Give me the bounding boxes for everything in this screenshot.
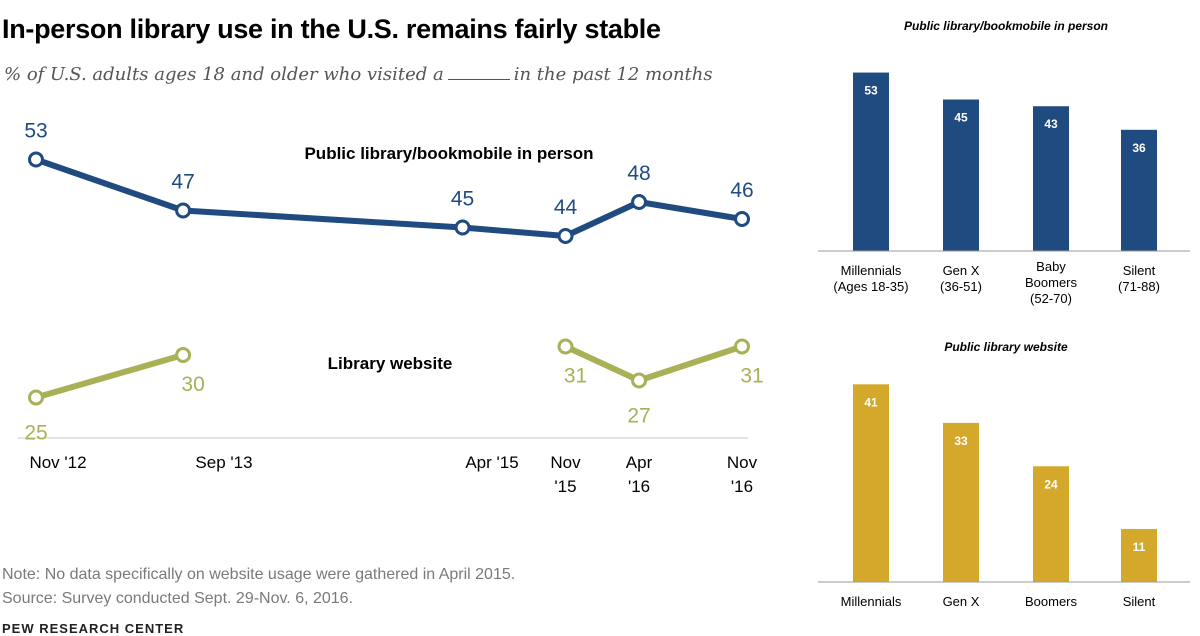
chart-note: Note: No data specifically on website us… — [2, 566, 516, 583]
website-data-label: 30 — [181, 373, 204, 396]
website-by-generation-value-label: 41 — [864, 395, 878, 409]
website-by-generation-bar — [853, 384, 889, 582]
inperson-point — [631, 194, 648, 210]
subtitle-blank — [447, 78, 510, 80]
x-tick-label: Apr '15 — [465, 453, 518, 472]
website-by-generation-category-label: Boomers — [1025, 594, 1078, 609]
inperson-by-generation-value-label: 45 — [954, 111, 968, 125]
inperson-by-generation-bar — [1033, 106, 1069, 251]
website-point — [734, 338, 750, 355]
inperson-by-generation-bar — [943, 99, 979, 251]
inperson-by-generation-bar — [853, 72, 889, 251]
series-label-website: Library website — [328, 354, 453, 373]
inperson-by-generation-bar — [1121, 129, 1157, 251]
website-point — [28, 389, 44, 406]
website-by-generation-category-label: Silent — [1123, 594, 1156, 609]
inperson-by-generation-value-label: 36 — [1132, 141, 1146, 155]
inperson-by-generation-title: Public library/bookmobile in person — [904, 19, 1108, 33]
website-point — [175, 347, 192, 363]
website-line-segment-1 — [562, 343, 745, 384]
website-data-label: 27 — [627, 405, 650, 428]
chart-source: Source: Survey conducted Sept. 29-Nov. 6… — [2, 590, 354, 607]
series-label-inperson: Public library/bookmobile in person — [304, 144, 593, 163]
inperson-by-generation-category-label: Baby Boomers (52-70) — [1025, 259, 1078, 306]
x-tick-label: Nov '12 — [29, 453, 86, 472]
website-by-generation-value-label: 24 — [1044, 477, 1058, 491]
inperson-point — [175, 202, 192, 219]
trend-line-chart: 53 47 45 44 48 46 25 30 31 27 31 Public library/boo… — [18, 120, 764, 496]
inperson-data-label: 53 — [24, 120, 47, 143]
website-line-segment-0 — [33, 352, 187, 401]
subtitle-tail: in the past 12 months — [513, 64, 713, 85]
inperson-point — [28, 151, 44, 168]
website-data-label: 31 — [740, 365, 763, 388]
website-by-generation-value-label: 33 — [954, 434, 968, 448]
inperson-data-label: 47 — [171, 171, 194, 194]
inperson-point — [734, 211, 750, 227]
inperson-data-label: 45 — [451, 188, 474, 211]
inperson-by-generation-value-label: 53 — [864, 84, 878, 98]
website-by-generation-bar — [943, 422, 979, 582]
website-data-label: 31 — [564, 365, 587, 388]
x-tick-label: Nov '16 — [727, 453, 758, 496]
inperson-by-generation-category-label: Gen X (36-51) — [940, 263, 982, 294]
x-tick-label: Sep '13 — [195, 453, 252, 472]
inperson-by-generation-category-label: Silent (71-88) — [1118, 263, 1160, 294]
inperson-data-label: 48 — [627, 162, 650, 185]
website-by-generation-value-label: 11 — [1133, 540, 1146, 554]
chart-title: In-person library use in the U.S. remain… — [2, 14, 661, 44]
website-by-generation-title: Public library website — [944, 340, 1068, 354]
inperson-by-generation-category-label: Millennials (Ages 18-35) — [833, 263, 908, 294]
x-tick-label: Nov '15 — [550, 453, 581, 496]
brand-footer: PEW RESEARCH CENTER — [2, 621, 185, 636]
website-by-generation-bar — [1033, 466, 1069, 582]
website-point — [557, 338, 574, 355]
website-by-generation-bar — [1121, 528, 1157, 582]
inperson-line-segment-0 — [33, 156, 745, 239]
chart-subtitle: % of U.S. adults ages 18 and older who v… — [4, 64, 713, 85]
website-by-generation-category-label: Millennials — [841, 594, 902, 609]
inperson-data-label: 46 — [730, 179, 753, 202]
website-data-label: 25 — [24, 422, 47, 445]
website-point — [631, 372, 648, 389]
inperson-point — [454, 219, 471, 236]
subtitle-lead: % of U.S. adults ages 18 and older who v… — [4, 64, 444, 85]
inperson-by-generation-value-label: 43 — [1044, 117, 1058, 131]
x-tick-label: Apr '16 — [626, 453, 653, 496]
inperson-point — [557, 228, 574, 244]
inperson-data-label: 44 — [554, 196, 578, 219]
website-by-generation-category-label: Gen X — [943, 594, 980, 609]
